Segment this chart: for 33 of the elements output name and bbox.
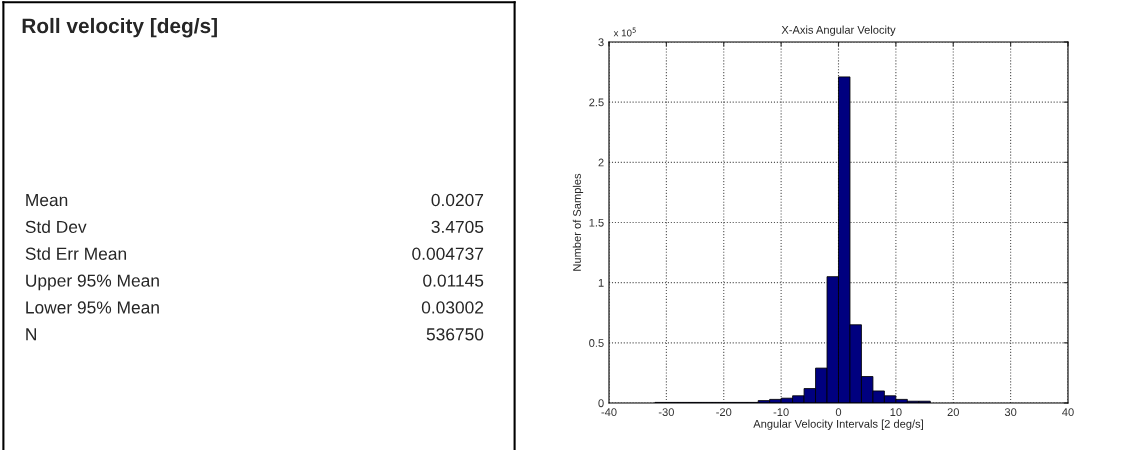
text: Std Dev (25, 220, 87, 234)
x-axis-title: Angular Velocity Intervals [2 deg/s] (753, 419, 923, 430)
text: x 10$^{5}$ (613, 27, 636, 37)
text: Mean (26, 194, 68, 207)
y-tick-label: 3 (598, 38, 604, 47)
text: 3.4705 (431, 220, 484, 234)
x-tick-label: -30 (658, 408, 674, 417)
x-tick-label: 20 (947, 408, 959, 417)
x-tick-label: -20 (716, 408, 732, 417)
y-axis-title: Number of Samples (572, 173, 584, 271)
text: 0.0207 (431, 193, 484, 207)
x-tick-label: 0 (835, 408, 842, 417)
y-tick-label: 1 (598, 279, 604, 287)
text: 0.03002 (421, 301, 484, 314)
text: Lower 95% Mean (26, 301, 159, 314)
x-tick-label: -40 (601, 408, 617, 417)
x-tick-label: 40 (1062, 408, 1074, 417)
text: Upper 95% Mean (26, 274, 159, 291)
text: 0.01145 (423, 274, 484, 287)
text: N (26, 328, 36, 341)
text: 536750 (426, 328, 484, 341)
text: Std Err Mean (25, 247, 127, 260)
y-tick-label: 1.5 (589, 218, 604, 227)
y-tick-label: 0 (598, 399, 604, 408)
y-tick-label: 0.5 (589, 339, 604, 347)
x-tick-label: 10 (890, 408, 902, 417)
y-tick-label: 2 (598, 158, 604, 167)
x-tick-label: 30 (1004, 408, 1017, 417)
text: Roll velocity [deg/s] (22, 17, 217, 38)
x-tick-label: -10 (773, 408, 789, 417)
text: 0.004737 (412, 247, 484, 260)
chart-title: X-Axis Angular Velocity (781, 25, 896, 36)
y-tick-label: 2.5 (589, 98, 604, 107)
